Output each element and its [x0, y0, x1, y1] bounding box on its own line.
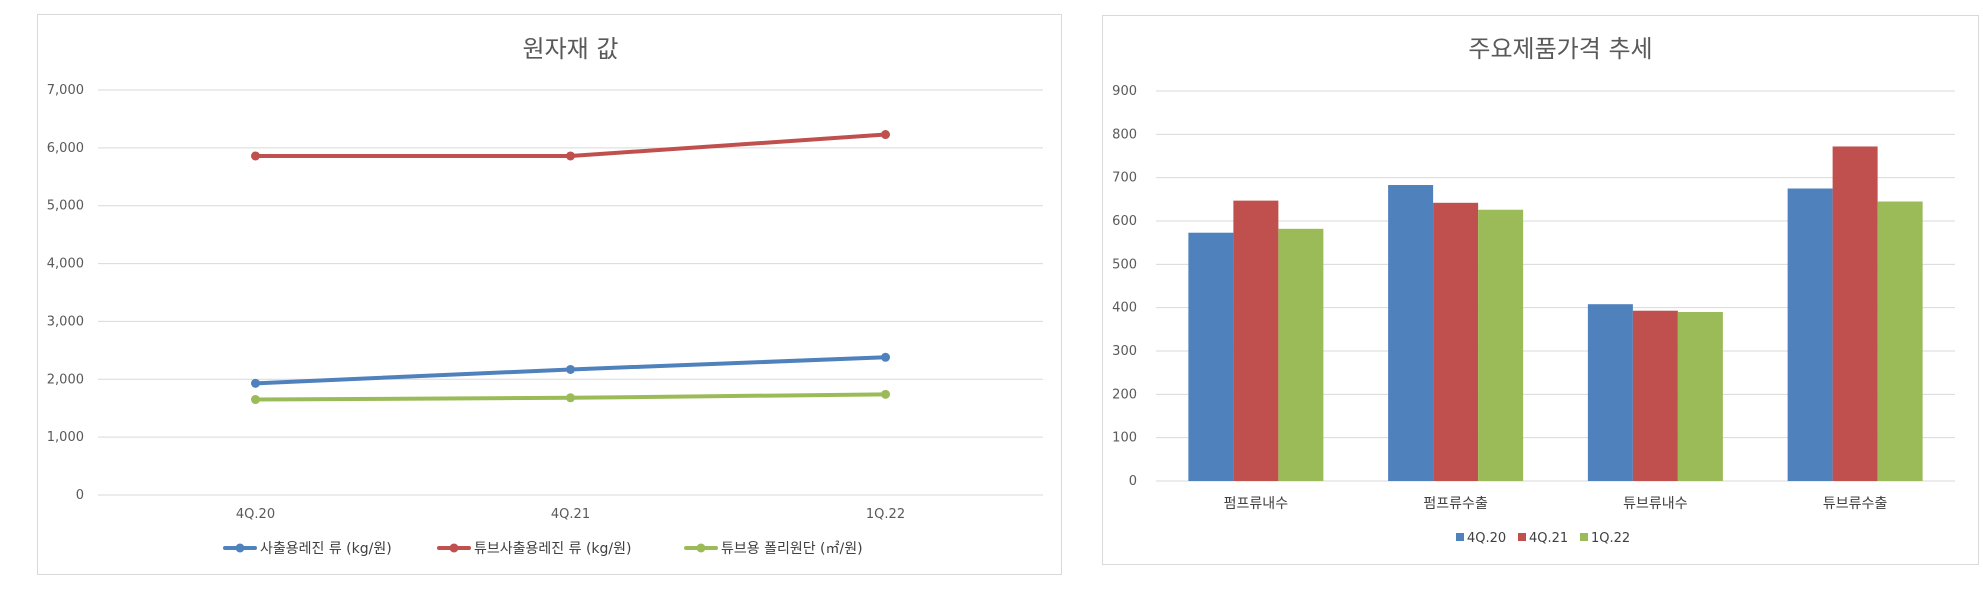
data-point [251, 395, 260, 405]
legend-label: 사출용레진 류 (kg/원) [260, 541, 392, 557]
data-point [251, 151, 260, 161]
x-category-label: 튜브류수출 [1823, 496, 1888, 512]
data-point [881, 130, 890, 140]
x-tick-label: 4Q.21 [551, 507, 590, 522]
legend-swatch [1518, 533, 1526, 541]
y-tick-label: 0 [1129, 474, 1137, 489]
bar-chart-panel: 주요제품가격 추세 0 100 200 300 400 500 600 700 800 900 펌프류… [1102, 15, 1979, 565]
bar [1388, 185, 1434, 482]
y-tick-label: 5,000 [47, 199, 84, 214]
y-tick-label: 4,000 [47, 257, 84, 272]
chart-title: 원자재 값 [523, 35, 619, 63]
legend-swatch [1580, 533, 1588, 541]
y-tick-label: 6,000 [47, 141, 84, 156]
legend-label: 4Q.20 [1467, 531, 1506, 546]
y-tick-label: 0 [76, 488, 84, 503]
y-tick-label: 900 [1112, 84, 1137, 99]
data-point [881, 352, 890, 362]
bar [1787, 188, 1833, 481]
legend-swatch [1456, 533, 1464, 541]
bar [1478, 209, 1524, 481]
data-point [251, 378, 260, 388]
line-chart: 원자재 값 0 1,000 2,000 3,000 4,000 5,000 6,000 7,00… [47, 35, 1043, 557]
legend-label: 튜브용 폴리원단 (㎡/원) [721, 541, 863, 557]
x-tick-label: 4Q.20 [236, 507, 275, 522]
bar-chart: 주요제품가격 추세 0 100 200 300 400 500 600 700 800 900 펌프류… [1112, 35, 1955, 546]
chart-title: 주요제품가격 추세 [1468, 35, 1652, 63]
bar [1832, 146, 1878, 481]
data-point [566, 151, 575, 161]
y-tick-label: 1,000 [47, 430, 84, 445]
y-tick-label: 7,000 [47, 83, 84, 98]
legend-label: 1Q.22 [1591, 531, 1630, 546]
data-point [566, 364, 575, 374]
bar [1233, 200, 1279, 481]
legend-label: 4Q.21 [1529, 531, 1568, 546]
bar [1188, 232, 1234, 481]
bar [1278, 228, 1324, 481]
x-category-label: 튜브류내수 [1623, 496, 1688, 512]
line-chart-panel: 원자재 값 0 1,000 2,000 3,000 4,000 5,000 6,000 7,00… [37, 14, 1062, 575]
y-tick-label: 700 [1112, 171, 1137, 186]
y-tick-label: 3,000 [47, 314, 84, 329]
data-point [881, 389, 890, 399]
x-category-label: 펌프류수출 [1423, 496, 1488, 512]
y-tick-label: 600 [1112, 214, 1137, 229]
y-tick-label: 500 [1112, 257, 1137, 272]
x-tick-label: 1Q.22 [866, 507, 905, 522]
legend-marker [449, 543, 459, 553]
y-tick-label: 100 [1112, 431, 1137, 446]
y-tick-label: 200 [1112, 387, 1137, 402]
x-category-label: 펌프류내수 [1224, 496, 1289, 512]
bar [1877, 201, 1923, 481]
data-point [566, 393, 575, 403]
bar [1587, 304, 1633, 481]
y-tick-label: 800 [1112, 127, 1137, 142]
bar [1677, 312, 1723, 481]
y-tick-label: 2,000 [47, 372, 84, 387]
legend-marker [696, 543, 706, 553]
bar [1433, 202, 1479, 482]
legend-marker [235, 543, 245, 553]
y-tick-label: 400 [1112, 301, 1137, 316]
bar [1632, 310, 1678, 481]
y-tick-label: 300 [1112, 344, 1137, 359]
legend-label: 튜브사출용레진 류 (kg/원) [474, 541, 631, 557]
